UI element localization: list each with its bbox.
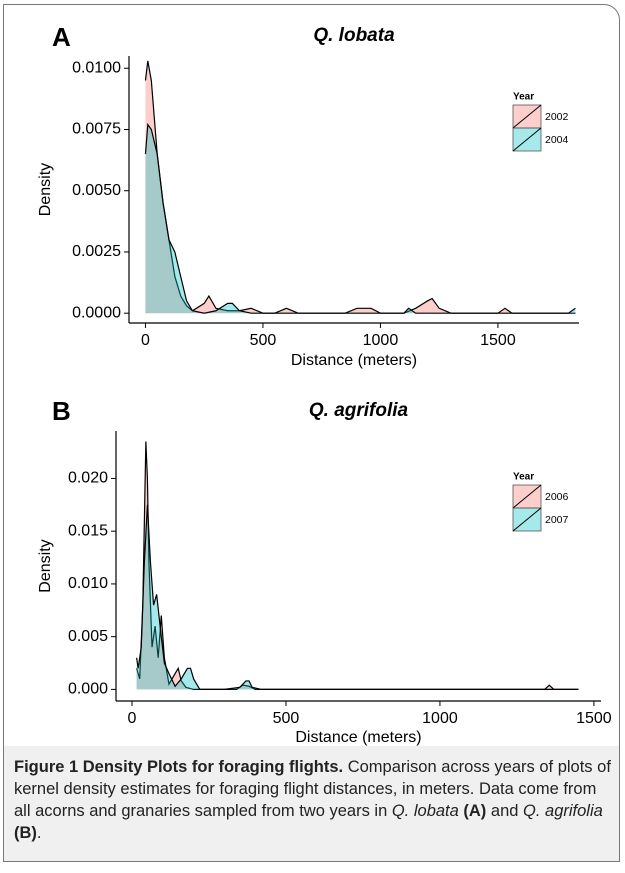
x-tick-label: 1000 — [422, 710, 458, 727]
caption-text: . — [36, 824, 42, 842]
legend-key-line — [512, 507, 542, 532]
figure-frame: A Q. lobata Distance (meters) Density 0.0000… — [3, 4, 620, 862]
y-axis-label: Density — [37, 539, 54, 592]
x-tick-label: 1000 — [363, 332, 399, 349]
legend-label: 2002 — [545, 111, 569, 123]
x-tick-label: 1500 — [576, 710, 612, 727]
y-tick-label: 0.0100 — [72, 59, 121, 76]
panel-label: A — [52, 22, 71, 52]
x-tick-label: 500 — [273, 710, 300, 727]
caption-title: Figure 1 Density Plots for foraging flig… — [14, 758, 344, 776]
density-line — [144, 122, 576, 314]
x-tick-label: 1500 — [480, 332, 516, 349]
legend-key-line — [512, 104, 542, 129]
y-tick-label: 0.0075 — [72, 121, 121, 138]
chart-title: Q. lobata — [313, 25, 395, 46]
panel-label: B — [52, 396, 71, 426]
legend-label: 2007 — [545, 514, 569, 526]
y-tick-label: 0.0000 — [72, 304, 121, 321]
legend-label: 2004 — [545, 134, 569, 146]
area-fill — [145, 60, 576, 314]
legend-title: Year — [513, 472, 534, 483]
y-tick-label: 0.005 — [68, 628, 108, 645]
caption-text: and — [486, 802, 524, 820]
legend-label: 2006 — [545, 491, 569, 503]
legend-key-line — [512, 484, 542, 509]
y-tick-label: 0.0025 — [72, 243, 121, 260]
caption-text: Q. lobata — [391, 802, 459, 820]
x-axis-label: Distance (meters) — [291, 352, 417, 369]
area-fill — [145, 124, 576, 314]
y-axis-label: Density — [37, 163, 54, 216]
y-tick-label: 0.0050 — [72, 182, 121, 199]
density-line — [136, 504, 579, 690]
caption-text: (B) — [14, 824, 37, 842]
y-tick-label: 0.015 — [68, 522, 108, 539]
area-fill — [136, 504, 579, 690]
x-tick-label: 0 — [128, 710, 137, 727]
caption: Figure 1 Density Plots for foraging flig… — [4, 746, 619, 861]
legend-key-line — [512, 127, 542, 152]
y-tick-label: 0.010 — [68, 575, 108, 592]
chart-title: Q. agrifolia — [309, 400, 409, 421]
legend-title: Year — [513, 92, 534, 103]
y-tick-label: 0.020 — [68, 470, 108, 487]
density-line — [144, 60, 576, 314]
x-tick-label: 0 — [141, 332, 150, 349]
x-tick-label: 500 — [250, 332, 277, 349]
caption-text: Comparison across years of plots of kern… — [14, 758, 611, 820]
x-axis-label: Distance (meters) — [295, 729, 421, 746]
caption-text: Q. agrifolia — [523, 802, 603, 820]
y-tick-label: 0.000 — [68, 681, 108, 698]
caption-text: (A) — [458, 802, 487, 820]
